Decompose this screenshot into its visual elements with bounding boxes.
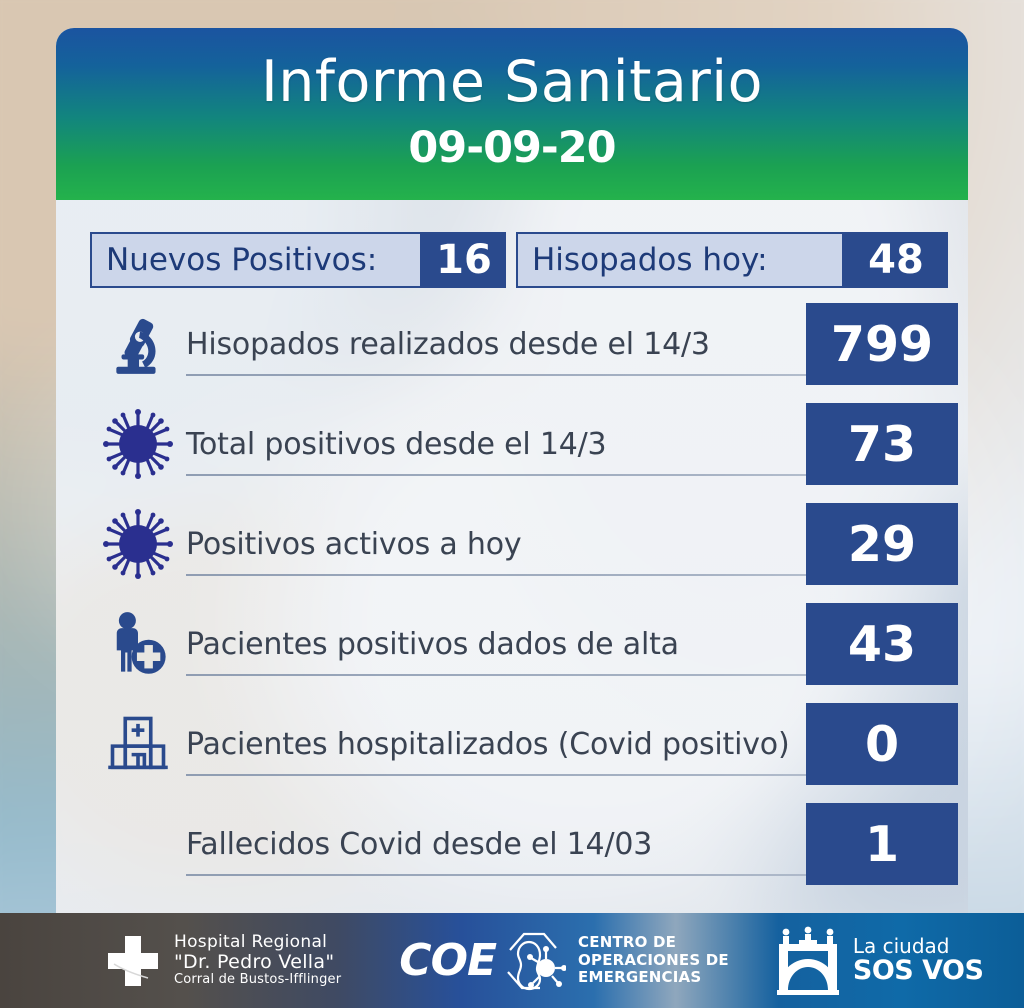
chip-value: 16 xyxy=(422,232,506,288)
coe-logo-text: CENTRO DE OPERACIONES DE EMERGENCIAS xyxy=(578,932,729,987)
stat-row: Fallecidos Covid desde el 14/03 1 xyxy=(56,794,968,894)
microscope-icon xyxy=(90,311,186,377)
stat-row: Positivos activos a hoy 29 xyxy=(56,494,968,594)
stat-row-content: Positivos activos a hoy 29 xyxy=(186,494,968,594)
stat-rows: Hisopados realizados desde el 14/3 799 xyxy=(56,288,968,894)
stat-row: Pacientes hospitalizados (Covid positivo… xyxy=(56,694,968,794)
stat-label: Positivos activos a hoy xyxy=(186,526,522,562)
stat-row: Total positivos desde el 14/3 73 xyxy=(56,394,968,494)
stat-row: Pacientes positivos dados de alta 43 xyxy=(56,594,968,694)
stat-row: Hisopados realizados desde el 14/3 799 xyxy=(56,294,968,394)
stat-value: 73 xyxy=(806,403,958,485)
coe-wordmark: COE xyxy=(399,935,497,986)
report-card: Informe Sanitario 09-09-20 Nuevos Positi… xyxy=(56,28,968,913)
chip-value: 48 xyxy=(844,232,948,288)
stat-label: Hisopados realizados desde el 14/3 xyxy=(186,326,710,362)
card-header: Informe Sanitario 09-09-20 xyxy=(56,28,968,200)
stat-label: Fallecidos Covid desde el 14/03 xyxy=(186,826,653,862)
stat-value: 0 xyxy=(806,703,958,785)
report-date: 09-09-20 xyxy=(408,123,616,173)
hospital-name-line1: Hospital Regional xyxy=(174,932,328,953)
row-divider xyxy=(186,774,922,776)
stat-label: Pacientes positivos dados de alta xyxy=(186,626,679,662)
row-divider xyxy=(186,574,922,576)
summary-chips: Nuevos Positivos: 16 Hisopados hoy: 48 xyxy=(56,200,968,288)
stat-row-content: Total positivos desde el 14/3 73 xyxy=(186,394,968,494)
stat-row-content: Pacientes positivos dados de alta 43 xyxy=(186,594,968,694)
hospital-name-line2: "Dr. Pedro Vella" xyxy=(174,951,335,974)
chip-label: Nuevos Positivos: xyxy=(90,232,422,288)
city-tagline-line1: La ciudad xyxy=(852,933,950,958)
city-tagline-line2: SOS VOS xyxy=(852,954,984,986)
virus-icon xyxy=(90,508,186,580)
coe-line1: CENTRO DE xyxy=(578,932,677,951)
stat-row-content: Fallecidos Covid desde el 14/03 1 xyxy=(186,794,968,894)
stat-value: 43 xyxy=(806,603,958,685)
stat-value: 1 xyxy=(806,803,958,885)
bridge-icon xyxy=(776,926,839,996)
stat-label: Pacientes hospitalizados (Covid positivo… xyxy=(186,726,790,762)
coe-line2: OPERACIONES DE xyxy=(578,950,729,969)
chip-hisopados-hoy: Hisopados hoy: 48 xyxy=(516,232,948,288)
row-divider xyxy=(186,474,922,476)
coe-molecule-icon xyxy=(500,924,567,998)
footer-logo-bar: Hospital Regional "Dr. Pedro Vella" Corr… xyxy=(0,913,1024,1008)
city-logo: La ciudad SOS VOS xyxy=(776,926,984,996)
row-divider xyxy=(186,674,922,676)
stat-label: Total positivos desde el 14/3 xyxy=(186,426,607,462)
virus-icon xyxy=(90,408,186,480)
page-title: Informe Sanitario xyxy=(260,49,764,115)
coe-logo: COE CENTRO DE OPERACIONES DE EMERGENCIAS xyxy=(399,924,729,998)
hospital-icon xyxy=(90,710,186,778)
chip-label: Hisopados hoy: xyxy=(516,232,844,288)
chip-nuevos-positivos: Nuevos Positivos: 16 xyxy=(90,232,506,288)
stat-row-content: Hisopados realizados desde el 14/3 799 xyxy=(186,294,968,394)
patient-recovered-icon xyxy=(90,610,186,678)
city-logo-text: La ciudad SOS VOS xyxy=(852,933,984,986)
row-divider xyxy=(186,874,922,876)
stat-value: 29 xyxy=(806,503,958,585)
hospital-logo-text: Hospital Regional "Dr. Pedro Vella" Corr… xyxy=(174,933,341,988)
stat-row-content: Pacientes hospitalizados (Covid positivo… xyxy=(186,694,968,794)
medical-cross-icon xyxy=(106,934,160,988)
stat-value: 799 xyxy=(806,303,958,385)
row-divider xyxy=(186,374,922,376)
hospital-location: Corral de Bustos-Ifflinger xyxy=(174,972,342,988)
coe-line3: EMERGENCIAS xyxy=(578,968,702,987)
hospital-logo: Hospital Regional "Dr. Pedro Vella" Corr… xyxy=(106,933,341,988)
